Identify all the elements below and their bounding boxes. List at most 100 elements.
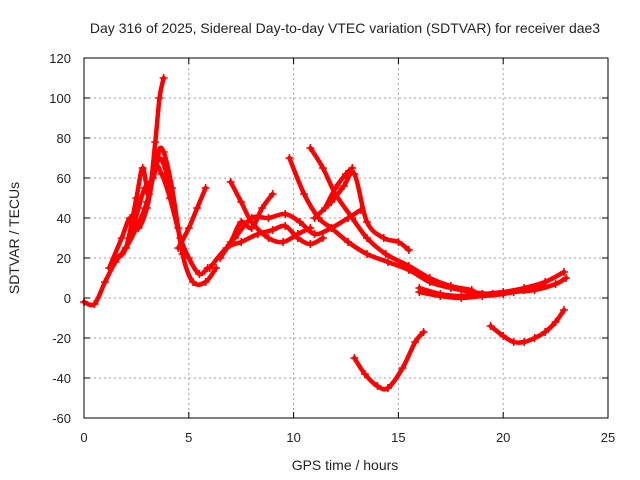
point-marker — [446, 282, 455, 290]
point-marker — [419, 328, 428, 336]
point-marker — [142, 204, 151, 212]
point-marker — [331, 184, 340, 192]
point-marker — [226, 178, 235, 186]
point-marker — [230, 234, 239, 242]
y-tick-label: 100 — [49, 91, 71, 106]
point-marker — [381, 250, 390, 258]
point-marker — [339, 182, 348, 190]
y-tick-label: 60 — [57, 171, 71, 186]
point-marker — [310, 214, 319, 222]
point-marker — [398, 364, 407, 372]
series-arc-14 — [352, 329, 426, 392]
point-marker — [559, 306, 568, 314]
x-tick-label: 25 — [601, 430, 615, 445]
point-marker — [90, 300, 99, 308]
point-marker — [350, 170, 359, 178]
point-marker — [348, 164, 357, 172]
x-axis-label: GPS time / hours — [292, 457, 399, 473]
x-tick-label: 0 — [80, 430, 87, 445]
point-marker — [126, 234, 135, 242]
plot-frame — [83, 57, 609, 419]
point-marker — [117, 250, 126, 258]
point-marker — [140, 184, 149, 192]
point-marker — [348, 214, 357, 222]
point-marker — [394, 238, 403, 246]
axis-ticks — [83, 57, 609, 419]
point-marker — [264, 214, 273, 222]
point-marker — [362, 234, 371, 242]
point-marker — [306, 240, 315, 248]
point-marker — [436, 292, 445, 300]
point-marker — [226, 238, 235, 246]
y-axis-label: SDTVAR / TECUs — [6, 182, 22, 294]
point-marker — [300, 190, 309, 198]
series-arc-16 — [488, 307, 567, 345]
point-marker — [551, 318, 560, 326]
point-marker — [295, 218, 304, 226]
point-marker — [541, 282, 550, 290]
point-marker — [144, 190, 153, 198]
point-marker — [264, 234, 273, 242]
point-marker — [415, 288, 424, 296]
point-marker — [486, 322, 495, 330]
x-tick-label: 5 — [185, 430, 192, 445]
point-marker — [174, 244, 183, 252]
y-tick-label: 120 — [49, 51, 71, 66]
point-marker — [373, 382, 382, 390]
point-marker — [362, 250, 371, 258]
point-marker — [117, 234, 126, 242]
point-marker — [184, 254, 193, 262]
point-marker — [193, 204, 202, 212]
point-marker — [201, 278, 210, 286]
point-marker — [383, 258, 392, 266]
point-marker — [383, 384, 392, 392]
point-marker — [157, 170, 166, 178]
point-marker — [478, 292, 487, 300]
point-marker — [237, 218, 246, 226]
point-marker — [318, 164, 327, 172]
point-marker — [457, 294, 466, 302]
point-marker — [247, 214, 256, 222]
point-marker — [134, 204, 143, 212]
point-marker — [279, 238, 288, 246]
point-marker — [379, 234, 388, 242]
point-marker — [258, 204, 267, 212]
y-tick-label: -60 — [52, 411, 71, 426]
point-marker — [327, 224, 336, 232]
point-marker — [184, 224, 193, 232]
point-marker — [411, 338, 420, 346]
point-marker — [111, 254, 120, 262]
point-marker — [216, 254, 225, 262]
point-marker — [551, 280, 560, 288]
point-marker — [268, 226, 277, 234]
x-tick-label: 15 — [391, 430, 405, 445]
point-marker — [520, 286, 529, 294]
series-arc-5 — [176, 185, 208, 251]
point-marker — [404, 246, 413, 254]
x-tick-labels: 0 5 10 15 20 25 — [80, 430, 615, 445]
point-marker — [467, 286, 476, 294]
point-marker — [174, 224, 183, 232]
point-marker — [100, 278, 109, 286]
point-marker — [342, 170, 350, 178]
point-marker — [293, 230, 302, 238]
point-marker — [281, 210, 290, 218]
point-marker — [149, 174, 158, 182]
point-marker — [306, 144, 315, 152]
point-marker — [155, 94, 164, 102]
point-marker — [159, 74, 168, 82]
point-marker — [163, 174, 172, 182]
point-marker — [134, 224, 143, 232]
chart-title: Day 316 of 2025, Sidereal Day-to-day VTE… — [90, 20, 600, 36]
point-marker — [499, 290, 508, 298]
point-marker — [344, 238, 353, 246]
y-tick-label: 80 — [57, 131, 71, 146]
point-marker — [188, 278, 197, 286]
series-arc-11 — [308, 145, 475, 293]
series-arc-13 — [322, 165, 355, 211]
point-marker — [541, 328, 550, 336]
y-tick-labels: -60 -40 -20 0 20 40 60 80 100 120 — [49, 51, 71, 426]
point-marker — [281, 222, 290, 230]
point-marker — [285, 154, 294, 162]
point-marker — [425, 274, 434, 282]
